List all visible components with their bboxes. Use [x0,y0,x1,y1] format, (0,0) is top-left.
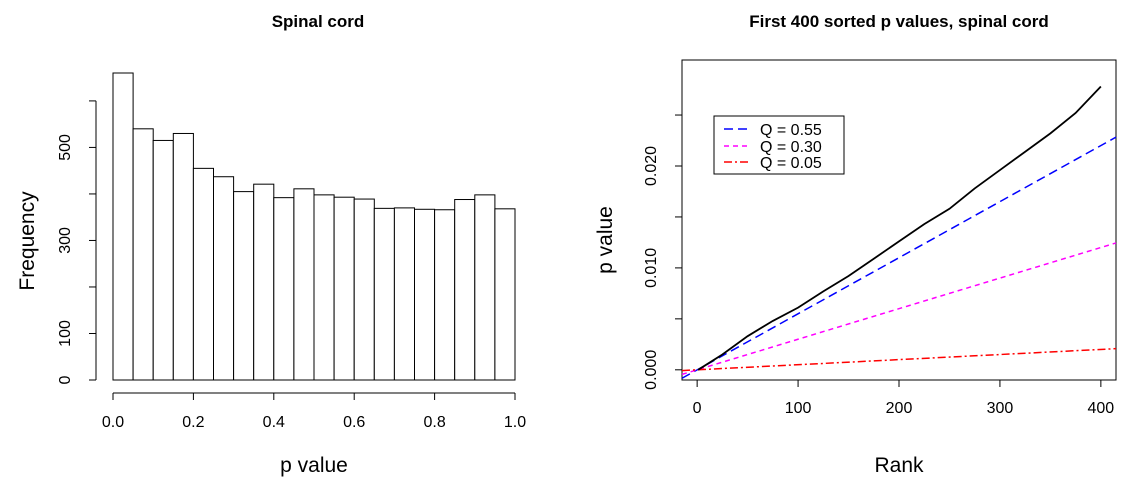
x-tick-label: 1.0 [504,414,526,431]
reference-line [681,242,1117,376]
sorted-pvalues-line [697,85,1102,371]
histogram-x-axis: 0.0 0.2 0.4 0.6 0.8 1.0 [102,392,526,431]
histogram-panel: Spinal cord p value Frequency 0.0 0.2 0.4 0… [16,12,526,477]
histogram-y-label: Frequency [16,191,39,291]
pvalues-x-axis: 0 100 200 300 400 [693,380,1115,417]
histogram-bar [112,72,134,381]
histogram-x-label: p value [280,454,348,477]
histogram-bar [373,207,395,381]
plot-lines [681,85,1117,379]
y-tick-label: 100 [57,320,74,347]
legend-box [713,115,845,175]
x-tick-label: 300 [987,400,1014,417]
histogram-y-axis: 0 100 300 500 [57,100,97,384]
histogram-bars [112,72,516,381]
plot-frame [681,59,1117,381]
x-tick-label: 0.0 [102,414,124,431]
pvalues-y-axis: 0.000 0.010 0.020 [643,114,682,390]
x-tick-label: 0.8 [423,414,445,431]
histogram-bar [494,208,516,381]
pvalues-title: First 400 sorted p values, spinal cord [749,12,1049,31]
sorted-pvalues-panel: First 400 sorted p values, spinal cord R… [594,12,1117,477]
y-tick-label: 0 [57,375,74,384]
x-tick-label: 0.4 [263,414,285,431]
legend-label-q055: Q = 0.55 [760,122,822,139]
legend-label-q030: Q = 0.30 [760,139,822,156]
pvalues-y-label: p value [594,206,617,274]
legend: Q = 0.55 Q = 0.30 Q = 0.05 [713,115,845,175]
histogram-bar [293,188,315,381]
x-tick-label: 0 [693,400,702,417]
pvalues-x-label: Rank [874,454,924,477]
histogram-bar [474,194,496,381]
y-tick-label: 0.020 [643,146,660,186]
x-tick-label: 0.2 [182,414,204,431]
legend-label-q005: Q = 0.05 [760,155,822,172]
histogram-bar [152,139,174,381]
histogram-bar [273,197,295,381]
histogram-bar [414,208,436,381]
histogram-bar [353,198,375,381]
x-tick-label: 200 [886,400,913,417]
reference-line [681,347,1117,372]
histogram-bar [172,132,194,381]
histogram-bar [192,167,214,381]
y-tick-label: 500 [57,134,74,161]
x-tick-label: 0.6 [343,414,365,431]
histogram-bar [434,209,456,381]
histogram-bar [253,183,275,381]
histogram-bar [213,176,235,381]
histogram-bar [233,191,255,381]
histogram-title: Spinal cord [272,12,365,31]
y-tick-label: 0.000 [643,350,660,390]
y-tick-label: 300 [57,227,74,254]
x-tick-label: 400 [1088,400,1115,417]
y-tick-label: 0.010 [643,248,660,288]
histogram-bar [132,128,154,381]
reference-line [681,136,1117,379]
histogram-bar [454,199,476,381]
x-tick-label: 100 [785,400,812,417]
histogram-bar [333,196,355,381]
histogram-bar [313,194,335,381]
histogram-bar [393,207,415,381]
